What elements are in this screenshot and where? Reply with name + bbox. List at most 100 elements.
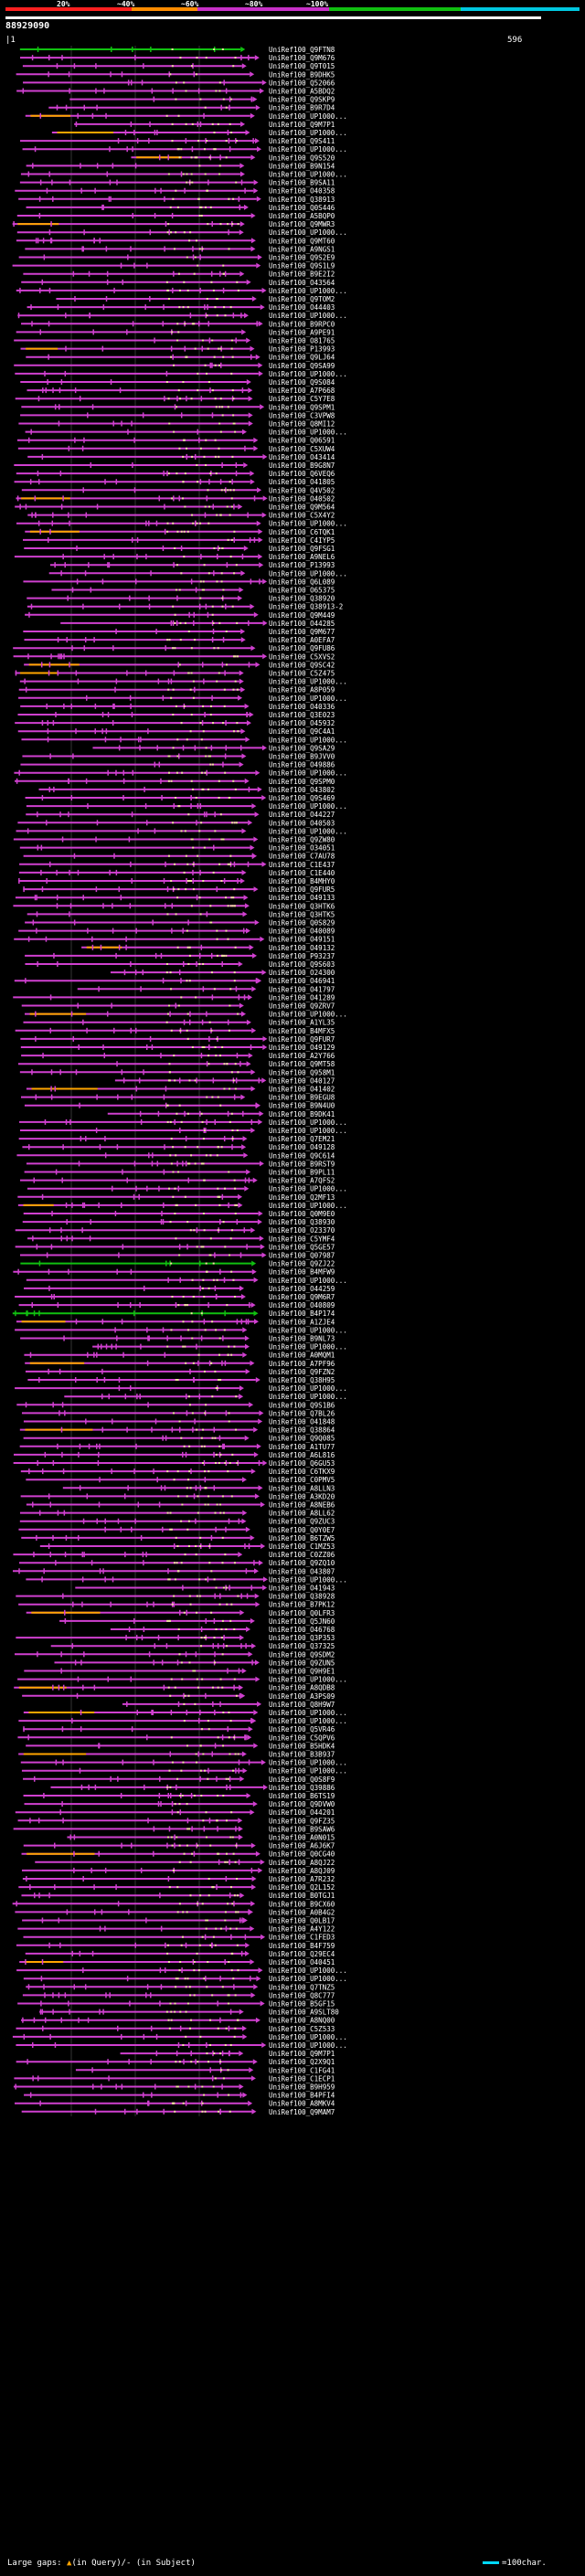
hit-label[interactable]: UniRef100_Q9MAM7 <box>269 2108 335 2116</box>
hit-label[interactable]: UniRef100_B9SAW6 <box>269 1825 335 1833</box>
hit-label[interactable]: UniRef100_B9CX60 <box>269 1900 335 1908</box>
hit-label[interactable]: UniRef100_Q9DVW0 <box>269 1800 335 1808</box>
hit-label[interactable]: UniRef100_UP1000... <box>269 802 347 811</box>
hit-label[interactable]: UniRef100_UP1000... <box>269 1326 347 1334</box>
hit-label[interactable]: UniRef100_UP1000... <box>269 1767 347 1776</box>
hit-label[interactable]: UniRef100_O65375 <box>269 587 335 595</box>
hit-label[interactable]: UniRef100_B9JVV0 <box>269 753 335 761</box>
hit-label[interactable]: UniRef100_Q9S603 <box>269 960 335 969</box>
hit-label[interactable]: UniRef100_Q9FUR5 <box>269 885 335 894</box>
hit-label[interactable]: UniRef100_O43564 <box>269 279 335 287</box>
hit-label[interactable]: UniRef100_Q3P353 <box>269 1634 335 1642</box>
hit-label[interactable]: UniRef100_C0PMV5 <box>269 1476 335 1484</box>
hit-label[interactable]: UniRef100_Q9SPM1 <box>269 403 335 411</box>
hit-label[interactable]: UniRef100_UP1000... <box>269 1277 347 1285</box>
hit-label[interactable]: UniRef100_Q9MT60 <box>269 237 335 245</box>
hit-label[interactable]: UniRef100_B9RPC0 <box>269 320 335 328</box>
hit-label[interactable]: UniRef100_A5BQP0 <box>269 212 335 220</box>
hit-label[interactable]: UniRef100_A7P668 <box>269 387 335 395</box>
hit-label[interactable]: UniRef100_Q0CG40 <box>269 1850 335 1859</box>
hit-label[interactable]: UniRef100_C5Z533 <box>269 2025 335 2033</box>
hit-label[interactable]: UniRef100_A9NEL6 <box>269 553 335 561</box>
hit-label[interactable]: UniRef100_A3KD20 <box>269 1492 335 1500</box>
hit-label[interactable]: UniRef100_UP1000... <box>269 429 347 437</box>
hit-label[interactable]: UniRef100_B9N4U0 <box>269 1102 335 1110</box>
hit-label[interactable]: UniRef100_Q5JN60 <box>269 1617 335 1626</box>
hit-label[interactable]: UniRef100_O49128 <box>269 1143 335 1151</box>
hit-label[interactable]: UniRef100_Q958M1 <box>269 1068 335 1076</box>
hit-label[interactable]: UniRef100_Q9FU86 <box>269 644 335 652</box>
hit-label[interactable]: UniRef100_O23370 <box>269 1226 335 1235</box>
hit-label[interactable]: UniRef100_A8LL62 <box>269 1510 335 1518</box>
hit-label[interactable]: UniRef100_Q9FZN2 <box>269 1368 335 1376</box>
hit-label[interactable]: UniRef100_UP1000... <box>269 2033 347 2041</box>
hit-label[interactable]: UniRef100_O43807 <box>269 1567 335 1575</box>
hit-label[interactable]: UniRef100_Q9ZW80 <box>269 836 335 844</box>
hit-label[interactable]: UniRef100_UP1000... <box>269 1384 347 1393</box>
hit-label[interactable]: UniRef100_B9R7D4 <box>269 104 335 112</box>
hit-label[interactable]: UniRef100_Q3E023 <box>269 711 335 719</box>
hit-label[interactable]: UniRef100_C5Y7E8 <box>269 395 335 403</box>
hit-label[interactable]: UniRef100_Q38920 <box>269 595 335 603</box>
hit-label[interactable]: UniRef100_UP1000... <box>269 112 347 121</box>
hit-label[interactable]: UniRef100_Q8MI12 <box>269 420 335 429</box>
hit-label[interactable]: UniRef100_UP1000... <box>269 312 347 320</box>
hit-label[interactable]: UniRef100_O41797 <box>269 985 335 993</box>
hit-label[interactable]: UniRef100_O40127 <box>269 1076 335 1085</box>
hit-label[interactable]: UniRef100_UP1000... <box>269 1575 347 1584</box>
hit-label[interactable]: UniRef100_O40809 <box>269 1301 335 1309</box>
hit-label[interactable]: UniRef100_Q52066 <box>269 79 335 87</box>
hit-label[interactable]: UniRef100_Q38913-2 <box>269 603 343 611</box>
hit-label[interactable]: UniRef100_B9EGU8 <box>269 1094 335 1102</box>
hit-label[interactable]: UniRef100_Q6L089 <box>269 578 335 586</box>
hit-label[interactable]: UniRef100_O49133 <box>269 894 335 902</box>
hit-label[interactable]: UniRef100_Q9C614 <box>269 1151 335 1160</box>
hit-label[interactable]: UniRef100_C1ECP1 <box>269 2074 335 2083</box>
hit-label[interactable]: UniRef100_A9NGS1 <box>269 245 335 253</box>
hit-label[interactable]: UniRef100_Q9T015 <box>269 62 335 70</box>
hit-label[interactable]: UniRef100_Q39886 <box>269 1784 335 1792</box>
hit-label[interactable]: UniRef100_A9SLT80 <box>269 2009 339 2017</box>
hit-label[interactable]: UniRef100_B4PFI4 <box>269 2092 335 2100</box>
hit-label[interactable]: UniRef100_A0EFA7 <box>269 636 335 644</box>
hit-label[interactable]: UniRef100_UP1000... <box>269 145 347 154</box>
hit-label[interactable]: UniRef100_C5X4Y2 <box>269 512 335 520</box>
hit-label[interactable]: UniRef100_Q07987 <box>269 1252 335 1260</box>
hit-label[interactable]: UniRef100_Q9ZQ10 <box>269 1559 335 1567</box>
hit-label[interactable]: UniRef100_O40451 <box>269 1958 335 1966</box>
hit-label[interactable]: UniRef100_C1MZ53 <box>269 1542 335 1551</box>
hit-label[interactable]: UniRef100_Q38913 <box>269 196 335 204</box>
hit-label[interactable]: UniRef100_O44227 <box>269 811 335 819</box>
hit-label[interactable]: UniRef100_A1TU77 <box>269 1443 335 1451</box>
hit-label[interactable]: UniRef100_A4Y122 <box>269 1925 335 1934</box>
hit-label[interactable]: UniRef100_A6L816 <box>269 1451 335 1459</box>
hit-label[interactable]: UniRef100_C1E437 <box>269 861 335 869</box>
hit-label[interactable]: UniRef100_C1E440 <box>269 869 335 877</box>
hit-label[interactable]: UniRef100_Q9ZJ22 <box>269 1260 335 1268</box>
hit-label[interactable]: UniRef100_O43414 <box>269 453 335 461</box>
hit-label[interactable]: UniRef100_C0ZZ06 <box>269 1551 335 1559</box>
hit-label[interactable]: UniRef100_Q8H9W7 <box>269 1701 335 1709</box>
hit-label[interactable]: UniRef100_P13993 <box>269 345 335 354</box>
hit-label[interactable]: UniRef100_Q0LFR3 <box>269 1609 335 1617</box>
hit-label[interactable]: UniRef100_Q9SPM0 <box>269 778 335 786</box>
hit-label[interactable]: UniRef100_O43802 <box>269 786 335 794</box>
hit-label[interactable]: UniRef100_B9PL11 <box>269 1169 335 1177</box>
hit-label[interactable]: UniRef100_A8QJ09 <box>269 1867 335 1875</box>
hit-label[interactable]: UniRef100_C5QPV6 <box>269 1733 335 1742</box>
hit-label[interactable]: UniRef100_Q9M7P1 <box>269 2050 335 2058</box>
hit-label[interactable]: UniRef100_Q37325 <box>269 1642 335 1650</box>
hit-label[interactable]: UniRef100_Q9SC42 <box>269 661 335 669</box>
hit-label[interactable]: UniRef100_Q9ZRV7 <box>269 1002 335 1011</box>
hit-label[interactable]: UniRef100_Q9M564 <box>269 504 335 512</box>
hit-label[interactable]: UniRef100_A0B4G2 <box>269 1908 335 1916</box>
hit-label[interactable]: UniRef100_B9G8N7 <box>269 461 335 470</box>
hit-label[interactable]: UniRef100_A0N015 <box>269 1834 335 1842</box>
hit-label[interactable]: UniRef100_Q38864 <box>269 1426 335 1435</box>
hit-label[interactable]: UniRef100_A5BDQ2 <box>269 88 335 96</box>
hit-label[interactable]: UniRef100_Q2L152 <box>269 1883 335 1892</box>
hit-label[interactable]: UniRef100_Q9M677 <box>269 628 335 636</box>
hit-label[interactable]: UniRef100_Q06591 <box>269 437 335 445</box>
hit-label[interactable]: UniRef100_O44201 <box>269 1808 335 1817</box>
hit-label[interactable]: UniRef100_O34051 <box>269 844 335 853</box>
